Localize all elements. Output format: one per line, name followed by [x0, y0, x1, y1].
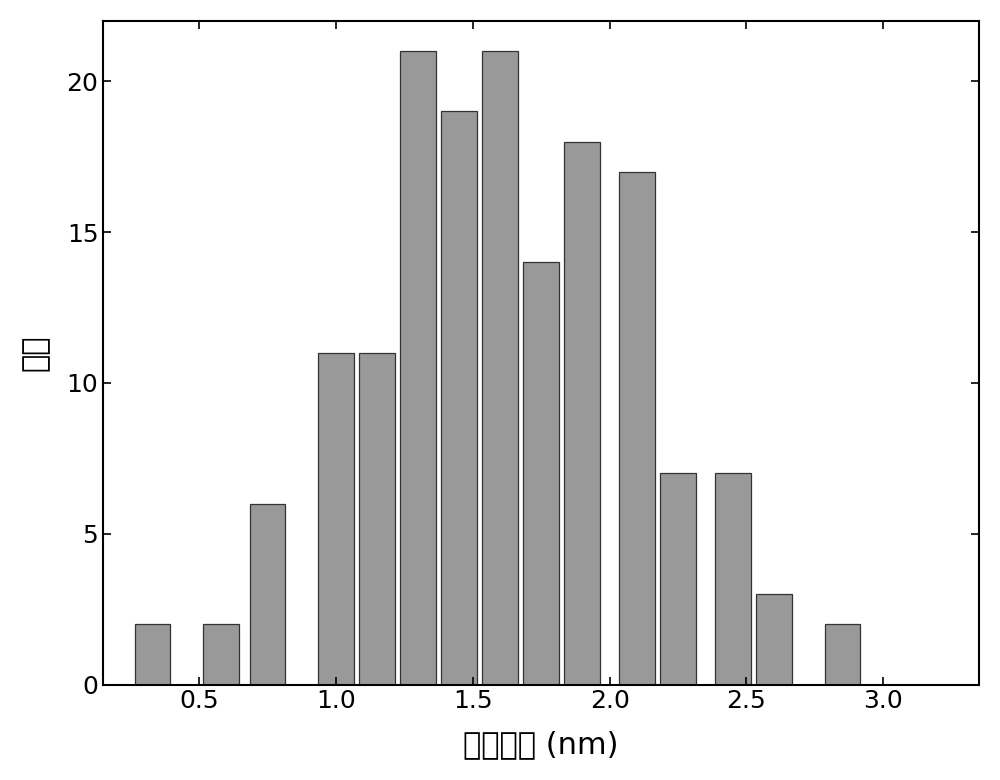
X-axis label: 粒径尺寸 (nm): 粒径尺寸 (nm) [463, 730, 619, 759]
Bar [564, 141, 600, 685]
Bar [523, 262, 559, 685]
Bar [359, 353, 395, 685]
Bar [619, 172, 655, 685]
Bar [400, 51, 436, 685]
Bar [441, 112, 477, 685]
Bar [250, 504, 285, 685]
Y-axis label: 频数: 频数 [21, 335, 50, 371]
Bar [318, 353, 354, 685]
Bar [203, 624, 239, 685]
Bar [715, 473, 751, 685]
Bar [482, 51, 518, 685]
Bar [660, 473, 696, 685]
Bar [135, 624, 170, 685]
Bar [825, 624, 860, 685]
Bar [756, 594, 792, 685]
